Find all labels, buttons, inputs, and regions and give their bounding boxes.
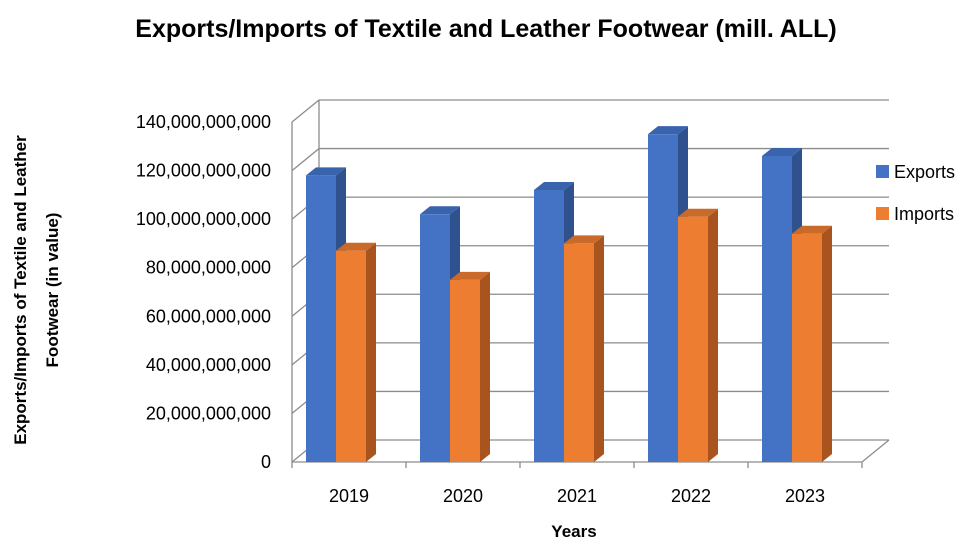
bar-front [450, 279, 480, 462]
bar-top [306, 167, 346, 176]
bar-imports-2023 [792, 225, 832, 462]
bar-imports-2021 [564, 235, 604, 462]
x-tick-labels: 2019 2020 2021 2022 2023 [291, 462, 863, 506]
bar-imports-2019 [336, 242, 376, 462]
bar-front [648, 134, 678, 462]
x-tick-label-2019: 2019 [329, 486, 369, 506]
x-tick-label-2022: 2022 [671, 486, 711, 506]
bar-side [480, 271, 490, 462]
y-tick-label: 100,000,000,000 [136, 209, 271, 229]
bar-top [564, 235, 604, 244]
y-tick-label: 40,000,000,000 [146, 355, 271, 375]
y-tick-label: 20,000,000,000 [146, 403, 271, 423]
bar-side [822, 225, 832, 462]
y-axis-title: Exports/Imports of Textile and Leather F… [11, 135, 62, 445]
bar-imports-2022 [678, 208, 718, 462]
bar-side [594, 235, 604, 462]
bar-front [336, 250, 366, 462]
y-axis-title-line-1: Exports/Imports of Textile and Leather [11, 135, 30, 445]
gridline [291, 99, 889, 123]
bar-front [564, 243, 594, 462]
y-tick-label: 80,000,000,000 [146, 258, 271, 278]
bar-front [420, 214, 450, 462]
legend-label-exports: Exports [894, 162, 955, 182]
y-tick-label: 140,000,000,000 [136, 112, 271, 132]
bar-top [420, 206, 460, 215]
bar-top [450, 271, 490, 280]
bar-side [366, 242, 376, 462]
legend: Exports Imports [876, 162, 955, 224]
legend-swatch-imports [876, 207, 889, 220]
x-tick-label-2023: 2023 [785, 486, 825, 506]
bar-front [534, 190, 564, 462]
bar-side [708, 208, 718, 462]
bar-top [534, 182, 574, 190]
y-tick-labels: 0 20,000,000,000 40,000,000,000 60,000,000,… [136, 112, 271, 472]
y-axis-title-line-2: Footwear (in value) [43, 213, 62, 368]
bar-top [762, 148, 802, 156]
bars [306, 126, 832, 463]
x-tick-label-2021: 2021 [557, 486, 597, 506]
x-axis-title: Years [551, 522, 596, 541]
legend-label-imports: Imports [894, 204, 954, 224]
bar-top [678, 208, 718, 217]
y-tick-label: 120,000,000,000 [136, 161, 271, 181]
bar-top [648, 126, 688, 135]
bar-top [792, 225, 832, 234]
bar-top [336, 242, 376, 251]
bar-front [678, 216, 708, 462]
bar-front [762, 156, 792, 462]
bar-front [792, 233, 822, 462]
x-tick-label-2020: 2020 [443, 486, 483, 506]
chart-title: Exports/Imports of Textile and Leather F… [135, 15, 836, 43]
y-tick-label: 0 [261, 452, 271, 472]
bar-imports-2020 [450, 271, 490, 462]
bar-front [306, 175, 336, 462]
y-tick-label: 60,000,000,000 [146, 306, 271, 326]
legend-swatch-exports [876, 165, 889, 178]
